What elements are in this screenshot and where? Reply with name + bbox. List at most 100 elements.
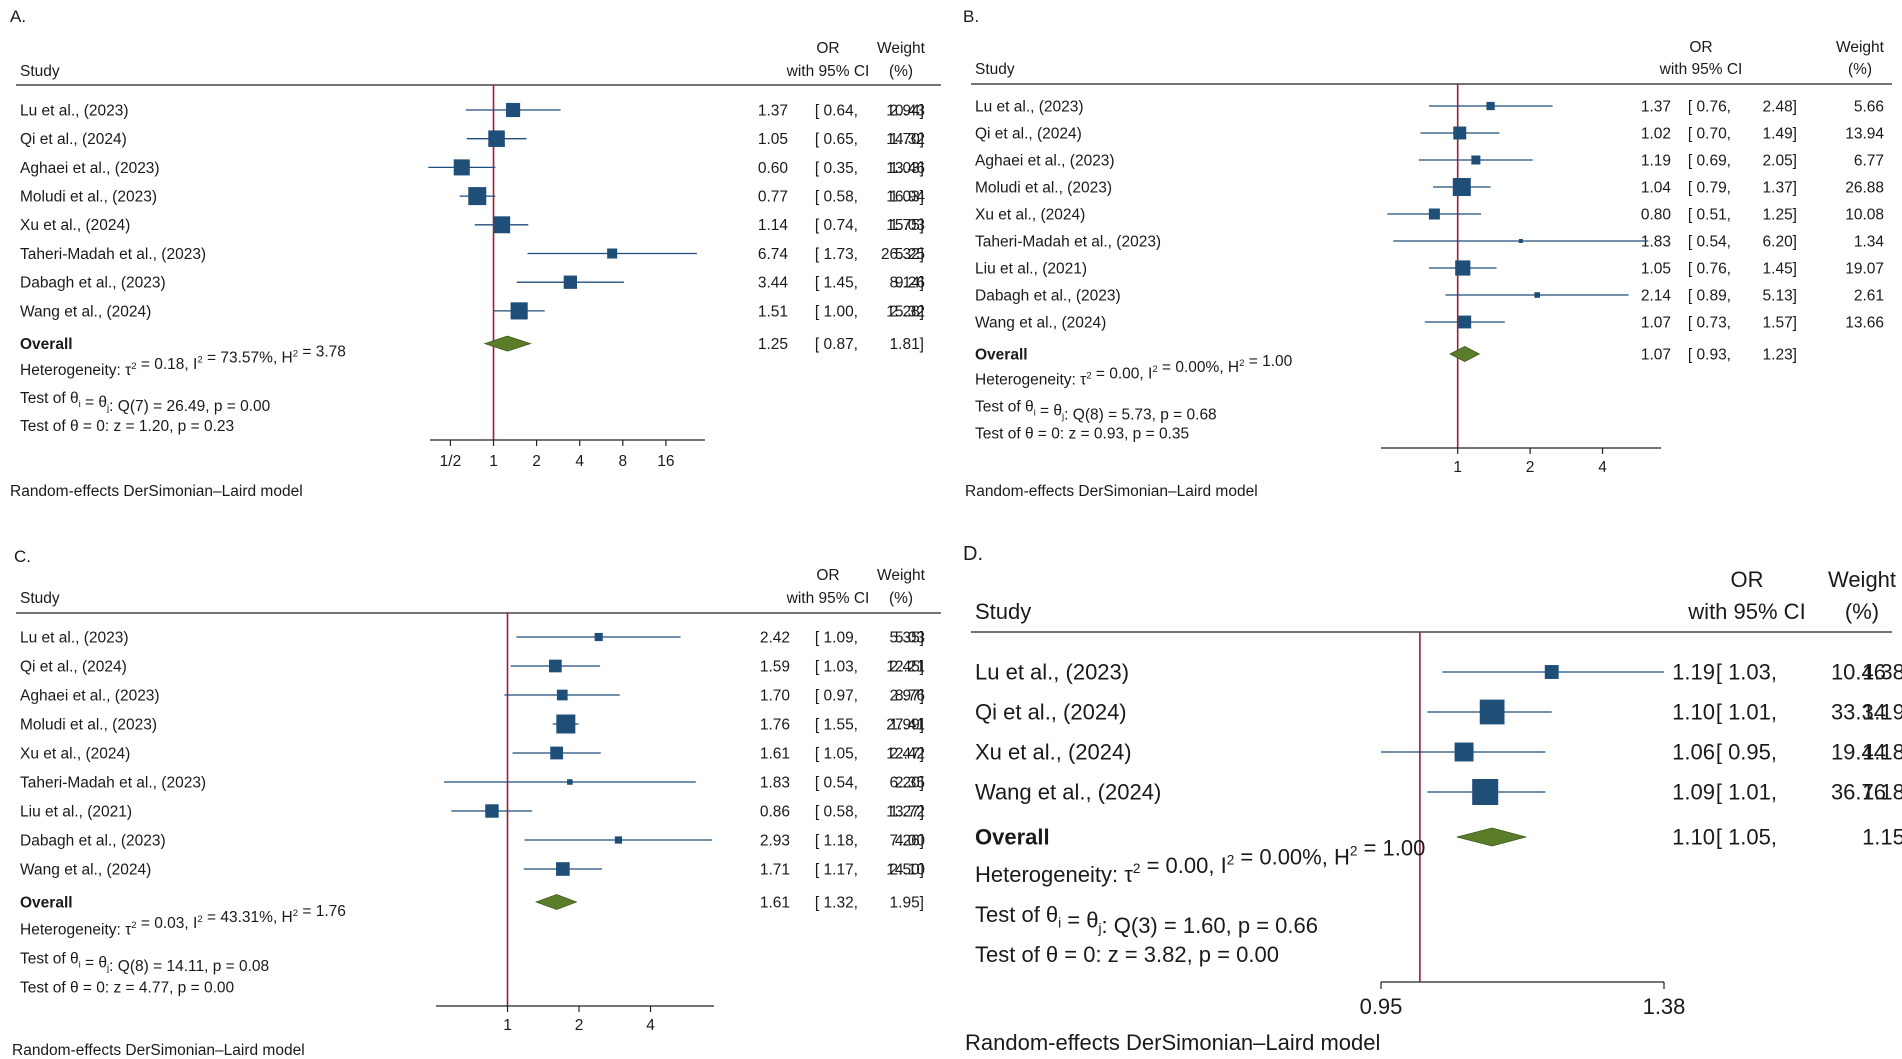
study-row: Qi et al., (2024) 1.10[ 1.01, 1.19]33.34: [975, 699, 1902, 725]
ci-lower: [ 0.89,: [1688, 287, 1731, 304]
heterogeneity-stats: Heterogeneity: τ2 = 0.18, I2 = 73.57%, H…: [20, 343, 346, 379]
z-test-stats: Test of θ = 0: z = 0.93, p = 0.35: [975, 426, 1189, 443]
header-study: Study: [20, 590, 60, 607]
study-marker: [563, 275, 577, 289]
study-row: Taheri-Madah et al., (2023) 1.83 [ 0.54, 6.…: [20, 774, 925, 791]
weight-value: 12.21: [886, 658, 925, 675]
ci-upper: 26.32]: [881, 246, 924, 263]
or-value: 1.61: [760, 745, 790, 762]
study-row: Dabagh et al., (2023) 2.93 [ 1.18, 7.26]4.0…: [20, 832, 925, 849]
ci-upper: 1.70]: [890, 131, 924, 148]
header-or: OR: [816, 567, 839, 584]
overall-label: Overall: [975, 346, 1028, 363]
or-value: 0.77: [758, 189, 788, 206]
or-value: 1.37: [758, 102, 788, 119]
overall-ci-upper: 1.15]: [1862, 825, 1902, 850]
study-marker: [1486, 101, 1495, 111]
ci-lower: [ 1.55,: [815, 716, 858, 733]
or-value: 1.07: [1641, 314, 1671, 331]
study-row: Xu et al., (2024) 0.80 [ 0.51, 1.25] 10.08: [975, 206, 1884, 223]
x-tick-label: 2: [1526, 459, 1535, 476]
header-weight: Weight: [1836, 39, 1885, 56]
overall-label: Overall: [975, 825, 1050, 850]
x-tick-label: 16: [657, 453, 674, 470]
forest-plot-b: B. Study OR with 95% CI Weight (%) Lu et al., …: [951, 0, 1902, 530]
study-marker: [594, 632, 603, 642]
weight-value: 14.32: [886, 131, 925, 148]
or-value: 1.83: [1641, 233, 1671, 250]
or-value: 0.60: [758, 160, 789, 177]
ci-lower: [ 1.03,: [815, 658, 858, 675]
weight-value: 4.00: [895, 832, 926, 849]
weight-value: 14.10: [886, 861, 925, 878]
or-value: 0.80: [1641, 206, 1672, 223]
ci-lower: [ 0.74,: [815, 217, 858, 234]
study-name: Wang et al., (2024): [975, 780, 1161, 805]
ci-lower: [ 1.03,: [1716, 660, 1777, 685]
header-study: Study: [975, 61, 1015, 78]
model-note: Random-effects DerSimonian–Laird model: [10, 483, 303, 500]
q-test-stats: Test of θi = θj: Q(7) = 26.49, p = 0.00: [20, 390, 271, 415]
study-name: Wang et al., (2024): [20, 303, 151, 320]
study-name: Dabagh et al., (2023): [20, 832, 166, 849]
study-row: Xu et al., (2024) 1.06[ 0.95, 1.18]19.44: [975, 740, 1902, 765]
overall-ci-lower: [ 1.05,: [1716, 825, 1777, 850]
or-value: 1.10: [1672, 700, 1715, 725]
ci-lower: [ 0.54,: [1688, 233, 1731, 250]
study-name: Moludi et al., (2023): [20, 189, 157, 206]
q-test-stats: Test of θi = θj: Q(3) = 1.60, p = 0.66: [975, 902, 1318, 938]
model-note: Random-effects DerSimonian–Laird model: [12, 1042, 305, 1059]
study-row: Lu et al., (2023) 2.42 [ 1.09, 5.35]5.03: [20, 629, 925, 646]
x-tick-label: 1.38: [1643, 994, 1686, 1019]
ci-lower: [ 0.58,: [815, 803, 858, 820]
or-value: 1.71: [760, 861, 790, 878]
study-row: Lu et al., (2023) 1.37 [ 0.76, 2.48] 5.66: [975, 98, 1884, 115]
weight-value: 15.32: [886, 303, 925, 320]
ci-upper: 2.97]: [890, 687, 924, 704]
study-name: Xu et al., (2024): [975, 206, 1085, 223]
forest-plot-d: D. Study OR with 95% CI Weight (%) Lu et al., …: [951, 530, 1902, 1059]
forest-plot-a: A. Study OR with 95% CI Weight (%) Lu et al., …: [0, 0, 951, 530]
study-name: Dabagh et al., (2023): [975, 287, 1121, 304]
header-weight: Weight: [1828, 567, 1896, 592]
model-note: Random-effects DerSimonian–Laird model: [965, 1030, 1380, 1055]
ci-upper: 1.18]: [1862, 740, 1902, 765]
study-marker: [1534, 292, 1540, 298]
header-or-ci: with 95% CI: [786, 590, 870, 607]
study-marker: [453, 159, 470, 176]
weight-value: 2.35: [895, 774, 925, 791]
or-value: 3.44: [758, 275, 789, 292]
study-name: Lu et al., (2023): [975, 98, 1084, 115]
study-marker: [1428, 208, 1440, 220]
ci-upper: 1.03]: [890, 160, 924, 177]
header-weight-unit: (%): [1848, 61, 1872, 78]
forest-plot-c: C. Study OR with 95% CI Weight (%) Lu et al., …: [0, 530, 951, 1059]
study-row: Moludi et al., (2023) 1.04 [ 0.79, 1.37] 26.…: [975, 178, 1884, 196]
ci-upper: 6.20]: [890, 774, 924, 791]
study-row: Lu et al., (2023) 1.37 [ 0.64, 2.94]10.43: [20, 102, 925, 119]
study-name: Aghaei et al., (2023): [20, 687, 160, 704]
panel-label: B.: [963, 7, 979, 26]
overall-or: 1.10: [1672, 825, 1715, 850]
study-row: Qi et al., (2024) 1.59 [ 1.03, 2.45]12.21: [20, 658, 925, 675]
study-marker: [614, 836, 623, 844]
weight-value: 6.77: [1854, 152, 1884, 169]
overall-row: Overall 1.61 [ 1.32, 1.95]: [20, 894, 924, 911]
overall-diamond: [534, 894, 578, 910]
z-test-stats: Test of θ = 0: z = 3.82, p = 0.00: [975, 942, 1279, 967]
study-name: Dabagh et al., (2023): [20, 275, 166, 292]
or-value: 1.83: [760, 774, 790, 791]
ci-upper: 7.26]: [890, 832, 924, 849]
study-row: Xu et al., (2024) 1.61 [ 1.05, 2.47]12.42: [20, 745, 925, 762]
ci-upper: 1.19]: [1862, 700, 1902, 725]
weight-value: 26.88: [1845, 179, 1884, 196]
x-tick-label: 1: [1453, 459, 1462, 476]
overall-or: 1.07: [1641, 346, 1671, 363]
or-value: 1.19: [1641, 152, 1671, 169]
study-row: Liu et al., (2021) 0.86 [ 0.58, 1.27]13.72: [20, 803, 925, 820]
q-test-stats: Test of θi = θj: Q(8) = 14.11, p = 0.08: [20, 950, 269, 975]
study-row: Aghaei et al., (2023) 1.70 [ 0.97, 2.97]8.7…: [20, 687, 925, 704]
x-tick-label: 2: [532, 453, 541, 470]
ci-lower: [ 1.00,: [815, 303, 858, 320]
ci-upper: 1.57]: [1763, 314, 1797, 331]
